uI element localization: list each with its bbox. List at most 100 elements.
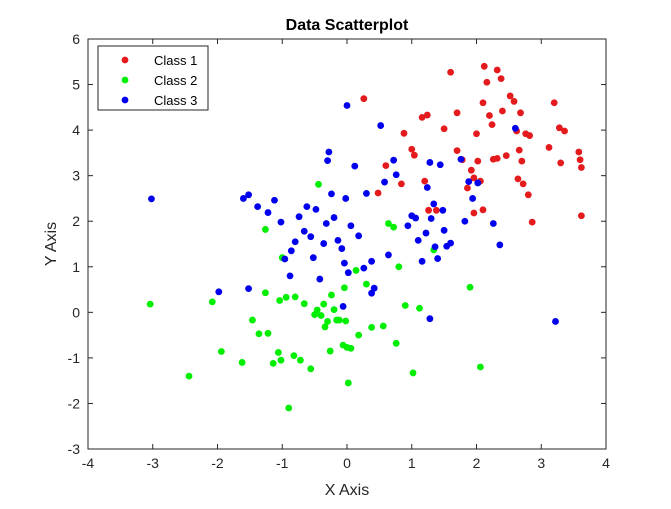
data-point [347,344,355,352]
data-point [385,251,392,259]
data-point [390,156,398,164]
data-point [467,166,475,174]
data-point [344,379,352,387]
data-point [466,283,474,291]
x-tick-label: -4 [82,455,95,471]
data-point [303,203,311,211]
data-point [496,241,504,249]
data-point [208,298,216,306]
data-point [483,78,491,86]
data-point [271,196,278,204]
y-tick-label: -1 [68,350,81,366]
data-point [431,243,439,251]
data-point [307,233,315,241]
data-point [363,190,370,197]
data-point [342,195,350,202]
data-point [510,98,518,105]
data-point [385,220,392,227]
data-point [561,127,568,135]
legend-marker [121,56,129,64]
data-point [240,195,247,202]
data-point [146,300,154,308]
legend-entries: Class 1 Class 2 Class 3 [121,53,197,108]
data-point [291,293,299,301]
data-point [418,113,426,121]
data-point [215,288,223,296]
data-point [555,124,563,132]
data-point [488,121,496,129]
x-axis-label: X Axis [325,482,369,499]
data-point [470,174,478,182]
data-point [325,148,333,156]
data-point [347,222,355,230]
legend-marker [121,76,129,84]
data-point [307,365,315,373]
data-point [493,154,501,162]
y-tick-label: 6 [72,31,80,47]
legend-entry: Class 3 [121,93,197,108]
data-point [474,157,482,165]
data-point [326,347,334,355]
data-point [465,178,473,185]
legend-box [97,45,209,111]
data-point [474,179,482,187]
data-point [575,148,583,156]
data-point [295,213,303,221]
data-point [434,255,442,262]
y-tick-label: 3 [72,168,80,184]
data-point [447,239,454,247]
data-point [285,404,293,412]
data-point [473,130,480,138]
data-point [511,124,519,132]
data-point [360,264,368,272]
data-point [412,214,420,222]
data-point [281,255,289,263]
data-point [414,236,422,244]
data-point [526,132,533,139]
data-point [395,263,403,271]
data-point [330,214,338,221]
y-tick-label: -3 [68,441,81,457]
x-tick-label: 1 [408,455,416,471]
data-point [447,68,454,76]
data-point [497,75,505,83]
data-point [576,156,584,164]
legend-label: Class 2 [154,73,197,88]
data-point [286,272,294,280]
legend-label: Class 1 [154,53,197,68]
data-point [423,184,431,191]
data-points [146,62,585,412]
data-point [486,112,493,119]
data-point [427,215,435,222]
data-point [344,269,352,277]
data-point [577,212,585,220]
y-tick-label: 0 [72,304,80,320]
data-point [408,145,416,153]
data-point [517,109,524,117]
series-1 [360,62,585,226]
data-point [457,155,465,163]
data-point [328,291,335,299]
data-point [374,189,382,197]
legend-entry: Class 1 [121,53,197,68]
data-point [381,178,388,186]
data-point [185,372,193,380]
data-point [276,297,284,304]
data-point [264,209,272,216]
data-point [410,151,418,159]
data-point [440,125,448,133]
legend-entry: Class 2 [121,73,197,88]
data-point [316,275,324,283]
data-point [502,152,510,160]
x-tick-label: -1 [276,455,289,471]
data-point [368,257,376,265]
y-tick-label: 2 [72,213,80,229]
data-point [422,229,430,237]
data-point [439,206,447,214]
x-tick-label: -3 [147,455,160,471]
data-point [453,147,461,155]
data-point [370,284,378,292]
data-point [320,300,328,308]
